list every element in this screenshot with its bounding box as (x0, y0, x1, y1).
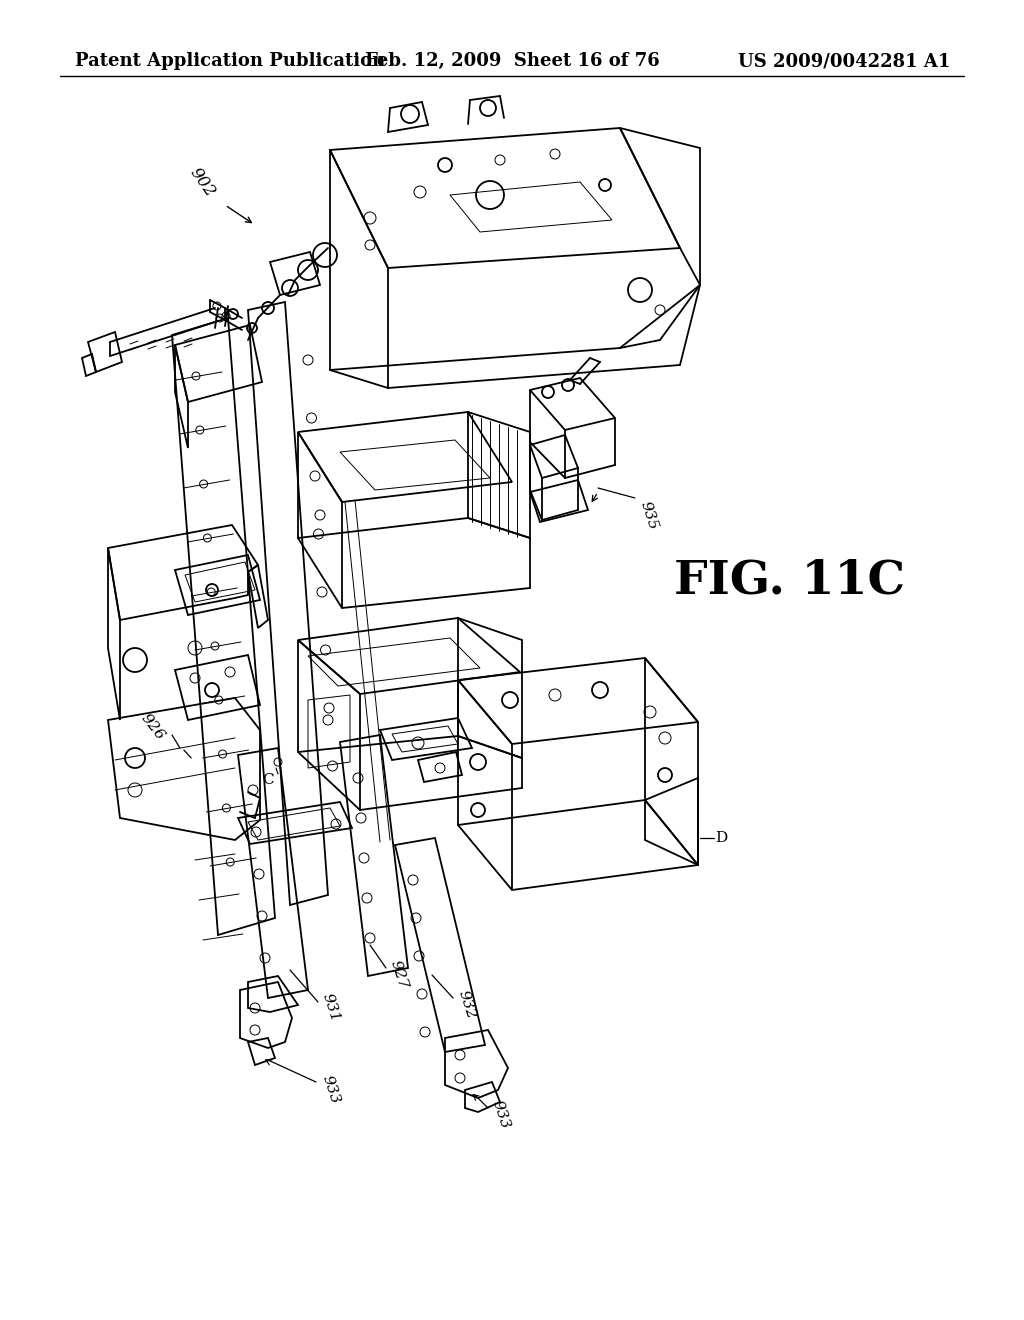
Text: 902: 902 (186, 164, 218, 199)
Text: 931: 931 (319, 991, 342, 1024)
Text: 932: 932 (456, 989, 478, 1022)
Text: 926: 926 (138, 711, 168, 743)
Text: C: C (262, 774, 273, 787)
Text: D: D (715, 832, 727, 845)
Text: Patent Application Publication: Patent Application Publication (75, 51, 385, 70)
Text: Feb. 12, 2009  Sheet 16 of 76: Feb. 12, 2009 Sheet 16 of 76 (365, 51, 659, 70)
Text: 933: 933 (319, 1074, 342, 1106)
Text: FIG. 11C: FIG. 11C (675, 557, 905, 603)
Text: 933: 933 (490, 1100, 512, 1131)
Text: 927: 927 (388, 958, 411, 991)
Text: US 2009/0042281 A1: US 2009/0042281 A1 (737, 51, 950, 70)
Text: 935: 935 (638, 500, 660, 532)
